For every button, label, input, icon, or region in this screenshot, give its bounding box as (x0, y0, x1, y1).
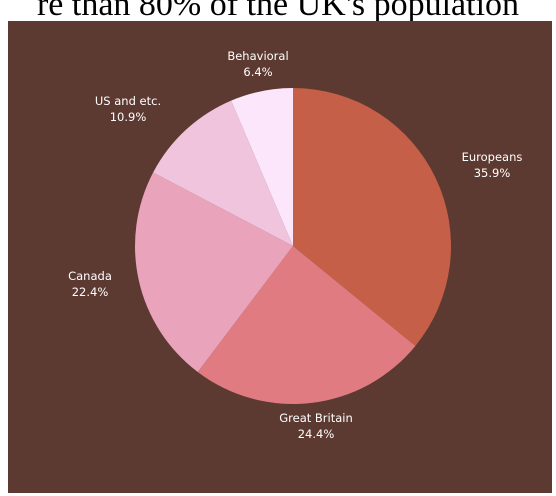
pie-slice-behavioral (231, 88, 293, 246)
slice-label-value: 24.4% (298, 427, 335, 441)
pie-slice-europeans (293, 88, 452, 346)
page-title: re than 80% of the UK's population (36, 0, 520, 23)
pie-slice-us-and-etc (153, 100, 293, 246)
slice-label-name: Behavioral (227, 49, 288, 63)
pie-slices (135, 88, 452, 404)
chart-panel: Europeans 35.9% Great Britain 24.4% Canada 22… (8, 21, 552, 493)
slice-label-value: 10.9% (110, 110, 147, 124)
slice-label-name: US and etc. (95, 94, 161, 108)
pie-slice-great-britain (197, 246, 416, 404)
slice-label-name: Canada (68, 269, 112, 283)
slice-label-name: Europeans (462, 150, 523, 164)
pie-chart: Europeans 35.9% Great Britain 24.4% Canada 22… (68, 49, 522, 441)
slice-label-value: 22.4% (72, 285, 109, 299)
slice-label-value: 6.4% (243, 65, 272, 79)
pie-labels: Europeans 35.9% Great Britain 24.4% Canada 22… (68, 49, 522, 441)
slice-label-name: Great Britain (279, 411, 353, 425)
slice-label-value: 35.9% (474, 166, 511, 180)
pie-slice-canada (135, 172, 293, 373)
